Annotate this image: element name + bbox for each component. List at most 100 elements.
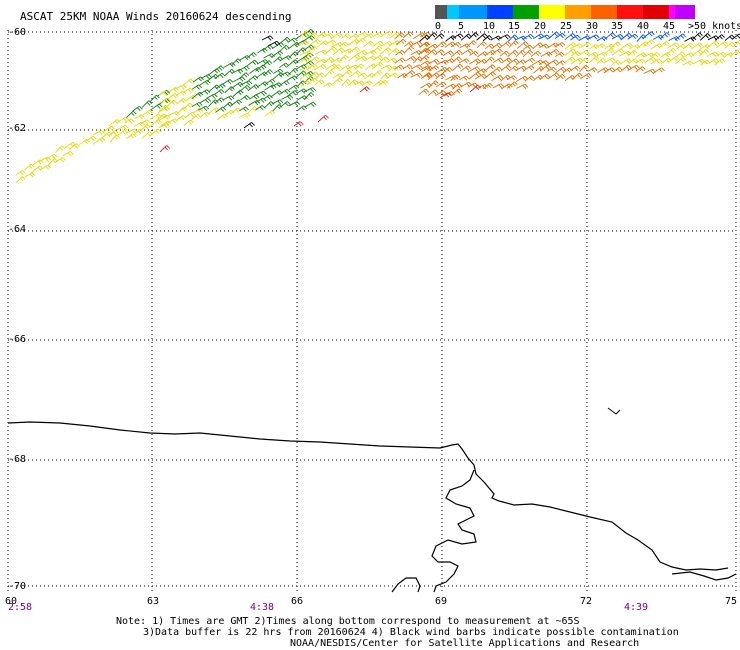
wind-barb: [248, 100, 261, 106]
wind-barb: [564, 48, 577, 56]
wind-barb: [263, 69, 274, 76]
wind-barb: [373, 79, 385, 87]
wind-barb: [434, 33, 445, 40]
lat-label: -68: [8, 454, 26, 465]
wind-barb: [39, 164, 52, 171]
wind-barb: [732, 40, 740, 48]
wind-barb: [314, 79, 325, 86]
wind-barb: [564, 56, 576, 63]
wind-barb: [427, 43, 439, 50]
wind-barb: [198, 105, 210, 111]
wind-barb: [435, 81, 447, 88]
wind-barb: [300, 73, 311, 80]
wind-barb: [215, 106, 227, 113]
wind-barb: [314, 72, 326, 80]
wind-barb: [332, 47, 346, 56]
wind-barb: [700, 33, 711, 41]
wind-barb: [325, 46, 337, 54]
wind-barb: [627, 49, 638, 57]
wind-barb: [402, 64, 413, 70]
wind-barb: [304, 60, 314, 66]
wind-barb: [394, 32, 405, 40]
wind-barb: [109, 134, 120, 143]
wind-barb: [79, 138, 90, 146]
wind-barb: [191, 102, 203, 108]
wind-barb: [474, 73, 487, 80]
wind-barb: [222, 79, 234, 85]
wind-barb: [620, 64, 632, 72]
wind-barb: [706, 51, 719, 58]
wind-barb: [642, 31, 655, 39]
wind-barb: [257, 47, 268, 54]
wind-barb: [468, 32, 479, 40]
wind-barb: [460, 65, 472, 72]
wind-barb: [142, 109, 153, 116]
legend-swatch: [617, 5, 643, 19]
wind-barb: [362, 40, 375, 48]
legend-label: 10: [483, 21, 496, 32]
wind-barb: [484, 43, 495, 50]
wind-barb: [324, 69, 335, 77]
wind-barb: [246, 59, 259, 67]
wind-barb: [167, 111, 180, 117]
wind-barb: [159, 145, 171, 153]
wind-barb: [315, 49, 328, 55]
wind-barb: [378, 79, 389, 86]
wind-barb: [271, 50, 284, 58]
legend-label: 25: [560, 21, 573, 32]
wind-barb: [330, 64, 342, 71]
wind-barb: [159, 114, 171, 121]
wind-barb: [176, 98, 187, 105]
wind-barb: [230, 99, 243, 107]
legend-label: 0: [435, 21, 442, 32]
wind-barb: [451, 33, 464, 40]
wind-barb: [264, 78, 276, 86]
wind-barb: [629, 44, 641, 50]
wind-barb: [682, 42, 694, 50]
wind-barb: [612, 66, 623, 73]
wind-barb: [286, 90, 299, 97]
wind-barb: [68, 143, 81, 151]
wind-barb: [570, 65, 581, 71]
wind-barb: [141, 100, 153, 108]
wind-barb: [493, 57, 504, 63]
wind-barb: [280, 36, 291, 44]
wind-barb: [516, 83, 529, 89]
wind-barb: [380, 30, 393, 37]
legend-label: 35: [611, 21, 624, 32]
wind-barb: [603, 32, 616, 40]
wind-barb: [280, 88, 291, 95]
wind-barb: [240, 80, 253, 86]
legend-swatch: [487, 5, 513, 19]
wind-barb: [572, 72, 583, 80]
wind-barb: [264, 110, 276, 117]
wind-barb: [380, 72, 391, 80]
wind-barb: [580, 73, 592, 79]
wind-barb: [469, 84, 482, 93]
legend-label: 40: [637, 21, 650, 32]
wind-barb: [308, 56, 320, 64]
wind-barb: [675, 51, 686, 58]
wind-barb: [611, 59, 622, 66]
wind-barb: [620, 42, 633, 49]
wind-barb: [650, 58, 663, 65]
lat-label: -60: [8, 27, 26, 38]
wind-barb: [200, 111, 210, 118]
wind-barb: [140, 119, 151, 125]
wind-barb: [279, 71, 291, 77]
wind-barb: [254, 90, 267, 97]
wind-barb: [15, 170, 26, 176]
wind-barb: [427, 72, 440, 81]
wind-barb: [238, 112, 251, 119]
wind-barb: [55, 145, 66, 153]
antarctic-coastline: [671, 571, 737, 581]
wind-barb: [461, 48, 474, 55]
wind-barb: [183, 119, 194, 126]
wind-barb: [248, 75, 259, 81]
wind-barb: [714, 34, 725, 41]
wind-barb: [168, 86, 179, 93]
wind-barb: [460, 81, 473, 88]
wind-barb: [386, 57, 398, 63]
wind-barb: [482, 35, 493, 42]
wind-barb: [682, 60, 694, 66]
